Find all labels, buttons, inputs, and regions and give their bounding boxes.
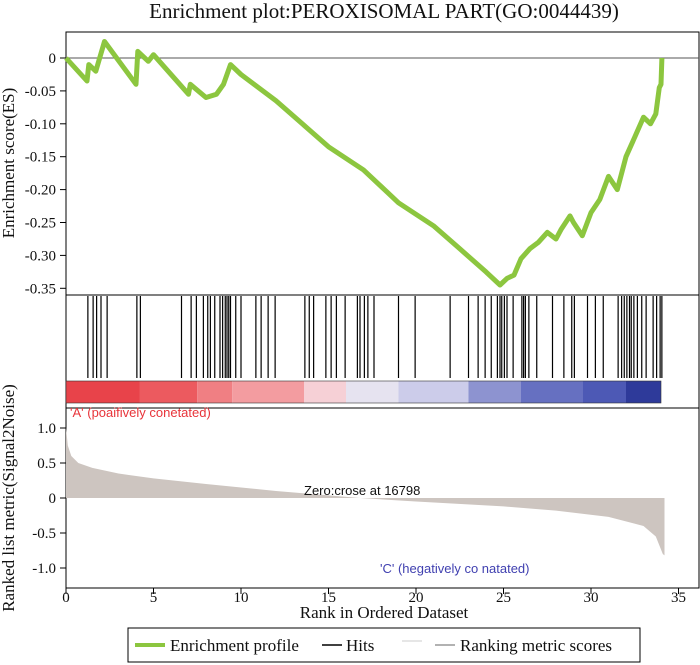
x-tick-label: 25 [496, 590, 511, 606]
enrichment-y-tick-label: 0 [49, 51, 57, 67]
chart-title: Enrichment plot:PEROXISOMAL PART(GO:0044… [149, 0, 619, 23]
heat-bar-segment [197, 381, 233, 403]
x-tick-label: 20 [409, 590, 424, 606]
ranked-y-axis-label: Ranked list metric(Signal2Noise) [0, 384, 18, 612]
enrichment-y-tick-label: -0.05 [25, 84, 56, 100]
heat-bar-segment [468, 381, 521, 403]
heat-bar-outline [65, 380, 662, 404]
ranked-y-ticks: 1.0 0.5 0 -0.5 -1.0 [32, 421, 66, 577]
x-tick-label: 5 [150, 590, 158, 606]
ranked-y-tick-label: 1.0 [37, 421, 56, 437]
enrichment-y-tick-label: -0.35 [25, 281, 56, 297]
heat-bar-segment [232, 381, 304, 403]
x-tick-label: 0 [62, 590, 70, 606]
ranking-metric-area [66, 428, 665, 556]
legend-box [127, 627, 641, 663]
enrichment-y-tick-label: -0.10 [25, 117, 56, 133]
enrichment-y-tick-label: -0.25 [25, 216, 56, 232]
legend-label-hits: Hits [346, 636, 374, 655]
negative-annotation: 'C' (hegatively co natated) [380, 561, 530, 576]
legend-label-enrichment: Enrichment profile [170, 636, 299, 655]
enrichment-y-ticks: 0 -0.05 -0.10 -0.15 -0.20 -0.25 -0.30 -0.35 [25, 51, 66, 297]
ranked-y-tick-label: -1.0 [32, 561, 56, 577]
x-tick-label: 15 [321, 590, 336, 606]
heat-bar-segment [582, 381, 626, 403]
heat-bar-segment [521, 381, 583, 403]
heat-bar-segment [346, 381, 399, 403]
enrichment-y-axis-label: Enrichment score(ES) [0, 88, 18, 239]
ranked-y-tick-label: 0.5 [37, 456, 56, 472]
enrichment-panel-frame [65, 31, 700, 296]
x-tick-label: 30 [584, 590, 599, 606]
enrichment-y-tick-label: -0.20 [25, 183, 56, 199]
x-tick-label: 10 [234, 590, 249, 606]
x-axis-label: Rank in Ordered Dataset [300, 603, 469, 622]
heat-bar-segment [626, 381, 661, 403]
legend-label-ranking: Ranking metric scores [460, 636, 612, 655]
ranked-x-ticks: 0 5 10 15 20 25 30 35 [62, 588, 686, 606]
zero-cross-annotation: Zero:crose at 16798 [304, 483, 420, 498]
enrichment-y-tick-label: -0.30 [25, 248, 56, 264]
positive-annotation: 'A' (poaifively conetated) [70, 405, 211, 420]
ranked-y-tick-label: -0.5 [32, 526, 56, 542]
ranking-heat-bar [65, 380, 662, 404]
heat-bar-segment [304, 381, 346, 403]
enrichment-y-tick-label: -0.15 [25, 150, 56, 166]
heat-bar-segment [66, 381, 140, 403]
x-tick-label: 35 [671, 590, 686, 606]
hit-lines [87, 296, 663, 378]
enrichment-profile-line [64, 39, 665, 288]
heat-bar-segment [398, 381, 469, 403]
ranked-y-tick-label: 0 [49, 491, 57, 507]
heat-bar-segment [139, 381, 198, 403]
